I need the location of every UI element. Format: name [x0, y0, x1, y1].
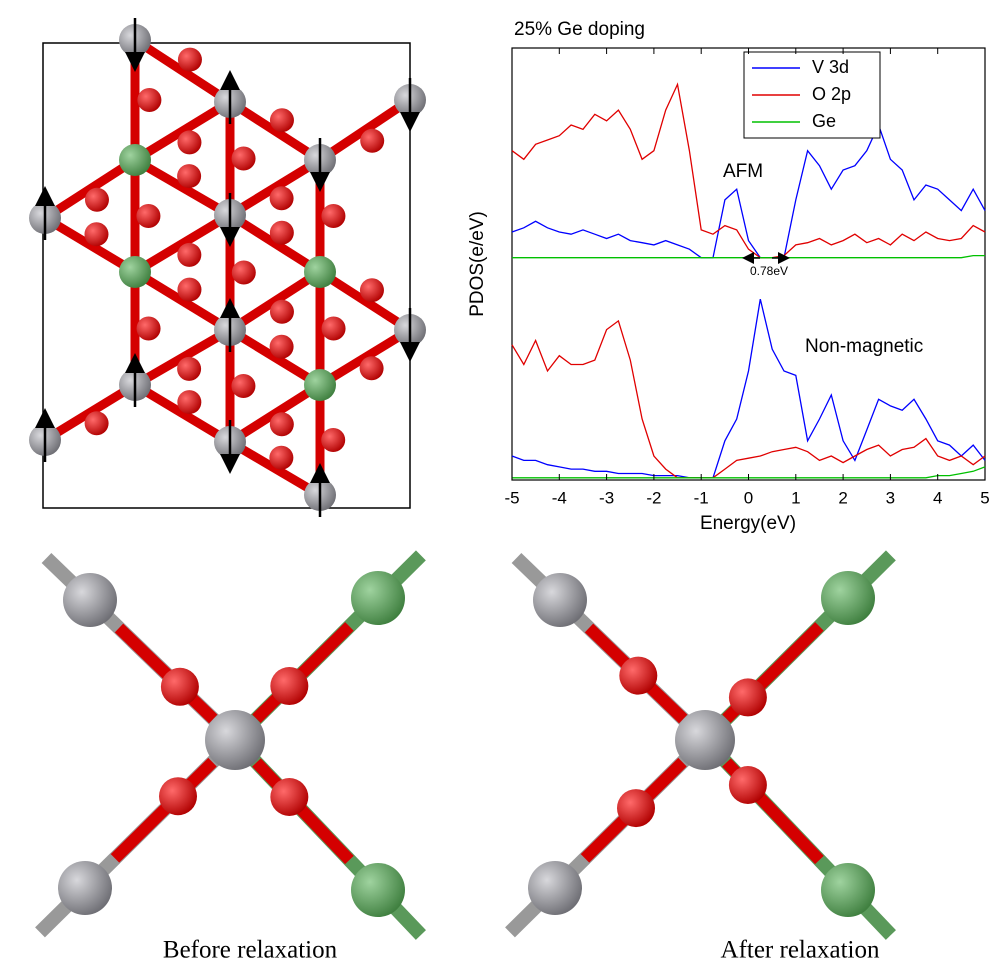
oxygen-atom [619, 657, 657, 695]
germanium-atom [119, 256, 151, 288]
germanium-atom [119, 144, 151, 176]
x-tick-label: 3 [886, 488, 895, 507]
germanium-atom [304, 256, 336, 288]
x-tick-label: -2 [646, 488, 661, 507]
oxygen-atom [232, 147, 256, 171]
metal-atom [821, 863, 875, 917]
oxygen-atom [177, 357, 201, 381]
pdos-line [512, 299, 985, 478]
oxygen-atom [729, 678, 767, 716]
oxygen-atom [232, 261, 256, 285]
oxygen-atom [270, 186, 294, 210]
oxygen-atom [270, 108, 294, 132]
oxygen-atom [177, 390, 201, 414]
oxygen-atom [85, 188, 109, 212]
pdos-line [512, 125, 985, 258]
oxygen-atom [360, 129, 384, 153]
bond [256, 763, 349, 861]
caption: Before relaxation [163, 937, 338, 964]
oxygen-atom [177, 130, 201, 154]
oxygen-atom [231, 374, 255, 398]
oxygen-atom [177, 243, 201, 267]
legend-label: Ge [812, 111, 836, 131]
relaxation-views [40, 555, 891, 935]
oxygen-atom [322, 317, 346, 341]
oxygen-atom [729, 766, 767, 804]
metal-atom [58, 861, 112, 915]
oxygen-atom [269, 446, 293, 470]
x-tick-label: -3 [599, 488, 614, 507]
metal-atom [821, 571, 875, 625]
relaxation-view [510, 555, 891, 935]
x-axis-label: Energy(eV) [700, 513, 796, 534]
x-tick-label: 2 [838, 488, 847, 507]
oxygen-atom [137, 88, 161, 112]
oxygen-atom [270, 221, 294, 245]
metal-atom [528, 861, 582, 915]
x-tick-label: -5 [504, 488, 519, 507]
metal-atom [351, 571, 405, 625]
metal-atom [351, 863, 405, 917]
x-tick-label: 5 [980, 488, 989, 507]
metal-atom [63, 573, 117, 627]
legend-label: O 2p [812, 84, 851, 104]
bond [256, 626, 349, 718]
x-tick-label: 0 [744, 488, 753, 507]
oxygen-atom [321, 204, 345, 228]
legend-label: V 3d [812, 57, 849, 77]
oxygen-atom [178, 48, 202, 72]
x-tick-label: -4 [552, 488, 567, 507]
vanadium-atom [205, 710, 265, 770]
oxygen-atom [85, 411, 109, 435]
metal-atom [533, 573, 587, 627]
oxygen-atom [270, 300, 294, 324]
caption: After relaxation [721, 937, 880, 964]
pdos-chart: 25% Ge doping PDOS(e/eV) AFM 0.78eV V 3d O 2p… [467, 19, 990, 534]
annotation: AFM [723, 161, 763, 182]
oxygen-atom [617, 789, 655, 827]
oxygen-atom [270, 667, 308, 705]
bond [115, 762, 213, 858]
oxygen-atom [321, 428, 345, 452]
chart-title: 25% Ge doping [514, 19, 645, 40]
germanium-atom [304, 369, 336, 401]
oxygen-atom [270, 412, 294, 436]
oxygen-atom [177, 164, 201, 188]
oxygen-atom [137, 317, 161, 341]
oxygen-atom [159, 777, 197, 815]
oxygen-atom [270, 778, 308, 816]
oxygen-atom [136, 204, 160, 228]
x-tick-label: 1 [791, 488, 800, 507]
oxygen-atom [161, 668, 199, 706]
oxygen-atom [270, 335, 294, 359]
oxygen-atom [360, 356, 384, 380]
annotation: 0.78eV [750, 264, 788, 278]
relaxation-view [40, 555, 421, 935]
bond [320, 100, 410, 160]
page: {"chart_data": [ {"type": "line", "title… [0, 0, 994, 974]
oxygen-atom [84, 222, 108, 246]
x-tick-label: -1 [694, 488, 709, 507]
x-tick-label: 4 [933, 488, 942, 507]
oxygen-atom [177, 278, 201, 302]
vanadium-atom [675, 710, 735, 770]
crystal-structure [29, 18, 426, 517]
y-axis-label: PDOS(e/eV) [467, 211, 488, 317]
oxygen-atom [360, 278, 384, 302]
figure: 25% Ge doping PDOS(e/eV) AFM 0.78eV V 3d O 2p… [0, 0, 994, 974]
bond [119, 628, 213, 719]
annotation: Non-magnetic [805, 336, 923, 357]
